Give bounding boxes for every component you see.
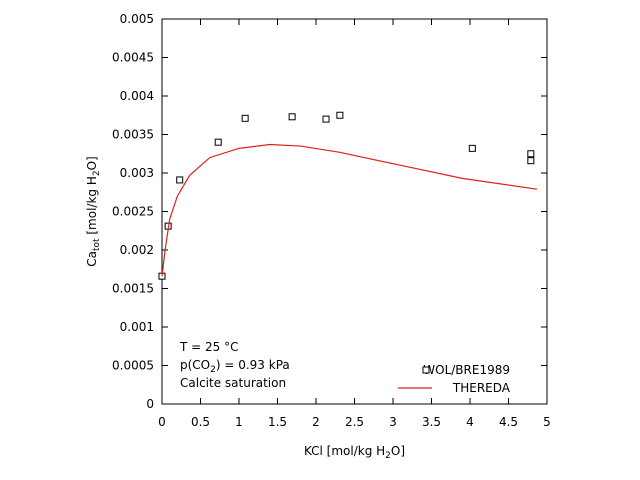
x-tick-label: 2.5: [345, 415, 364, 429]
text-part: p(CO: [180, 358, 210, 372]
y-tick-label: 0.004: [120, 89, 154, 103]
y-axis-label: Catot [mol/kg H2O]: [85, 156, 102, 267]
x-tick-label: 1.5: [268, 415, 287, 429]
subscript: 2: [92, 170, 102, 176]
y-tick-label: 0: [146, 397, 154, 411]
x-tick-label: 1: [235, 415, 243, 429]
data-point: [527, 157, 535, 165]
legend-swatch: [422, 366, 430, 374]
x-tick-label: 3: [389, 415, 397, 429]
annotation: p(CO2) = 0.93 kPa: [180, 358, 290, 375]
data-point: [241, 114, 249, 122]
legend-label: WOL/BRE1989: [423, 363, 510, 377]
data-point: [468, 144, 476, 152]
y-tick-label: 0.0025: [112, 205, 154, 219]
series-line: [161, 143, 538, 277]
x-tick-label: 3.5: [422, 415, 441, 429]
x-tick-label: 4.5: [499, 415, 518, 429]
text-part: KCl [mol/kg H: [304, 444, 385, 458]
subscript: tot: [92, 238, 102, 251]
subscript: 2: [210, 365, 216, 375]
x-tick-label: 5: [543, 415, 551, 429]
x-tick-label: 4: [466, 415, 474, 429]
text-part: O]: [391, 444, 405, 458]
data-point: [288, 113, 296, 121]
text-part: Ca: [85, 251, 99, 267]
text-part: ) = 0.93 kPa: [216, 358, 290, 372]
y-tick-label: 0.0045: [112, 51, 154, 65]
x-axis-label: KCl [mol/kg H2O]: [304, 444, 405, 461]
y-tick-label: 0.005: [120, 12, 154, 26]
y-tick-label: 0.001: [120, 320, 154, 334]
data-point: [527, 150, 535, 158]
annotation: Calcite saturation: [180, 376, 286, 390]
y-tick-label: 0.0035: [112, 128, 154, 142]
x-tick-label: 0: [158, 415, 166, 429]
data-point: [214, 138, 222, 146]
y-tick-label: 0.0005: [112, 359, 154, 373]
data-point: [176, 176, 184, 184]
data-point: [322, 115, 330, 123]
annotation: T = 25 °C: [179, 340, 238, 354]
text-part: O]: [85, 156, 99, 170]
legend-label: THEREDA: [452, 381, 511, 395]
data-point: [336, 111, 344, 119]
subscript: 2: [385, 451, 391, 461]
text-part: [mol/kg H: [85, 176, 99, 238]
x-tick-label: 0.5: [191, 415, 210, 429]
y-tick-label: 0.0015: [112, 282, 154, 296]
text-part: T = 25 °C: [179, 340, 238, 354]
y-tick-label: 0.002: [120, 243, 154, 257]
text-part: Calcite saturation: [180, 376, 286, 390]
y-tick-label: 0.003: [120, 166, 154, 180]
x-tick-label: 2: [312, 415, 320, 429]
